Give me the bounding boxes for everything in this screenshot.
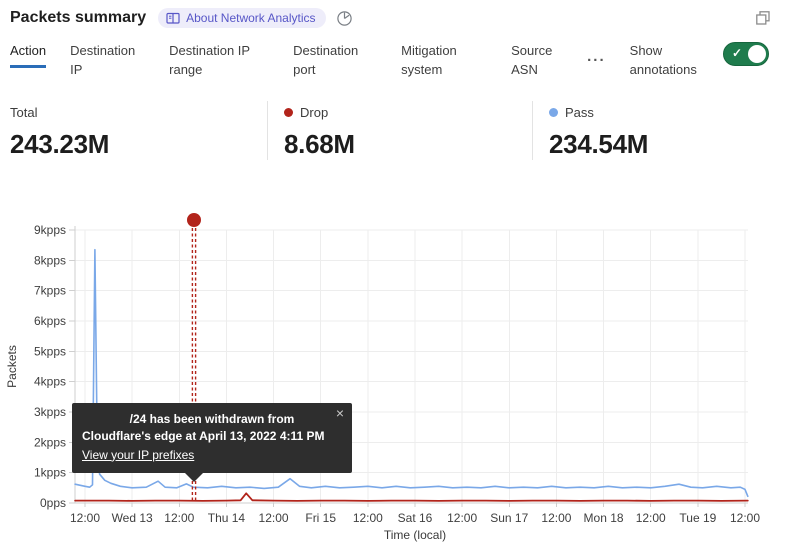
stat-pass: Pass 234.54M	[532, 100, 649, 160]
svg-text:12:00: 12:00	[636, 511, 666, 525]
tab-destination-port[interactable]: Destination port	[293, 43, 359, 77]
annotation-tooltip: /24 has been withdrawn from Cloudflare's…	[72, 403, 352, 483]
svg-text:12:00: 12:00	[164, 511, 194, 525]
panel-header: Packets summary About Network Analytics	[0, 0, 785, 28]
svg-text:Sat 16: Sat 16	[398, 511, 433, 525]
svg-text:Thu 14: Thu 14	[208, 511, 246, 525]
svg-text:1kpps: 1kpps	[34, 466, 66, 480]
svg-text:7kpps: 7kpps	[34, 284, 66, 298]
legend-dot-icon	[284, 107, 293, 117]
about-network-analytics-badge[interactable]: About Network Analytics	[158, 8, 326, 28]
stat-label: Drop	[284, 105, 532, 120]
svg-text:Sun 17: Sun 17	[490, 511, 528, 525]
tab-bar: Action Destination IP Destination IP range…	[10, 42, 785, 83]
toggle-knob	[748, 45, 766, 63]
tab-destination-ip[interactable]: Destination IP	[70, 43, 136, 77]
svg-text:12:00: 12:00	[730, 511, 760, 525]
legend-dot-icon	[549, 107, 558, 117]
tooltip-caret	[184, 472, 204, 483]
more-tabs-button[interactable]: ...	[587, 48, 606, 65]
svg-text:Tue 19: Tue 19	[679, 511, 716, 525]
stat-value: 243.23M	[10, 128, 110, 159]
y-axis-title: Packets	[5, 345, 19, 388]
show-annotations-toggle[interactable]: ✓	[723, 42, 769, 66]
history-icon[interactable]	[336, 10, 353, 27]
page-title: Packets summary	[10, 9, 147, 26]
x-axis-tick-labels: 12:00 Wed 13 12:00 Thu 14 12:00 Fri 15 12:00 Sa…	[70, 511, 760, 525]
summary-stats: Total 243.23M Drop 8.68M Pass 234.54M	[0, 100, 785, 160]
view-ip-prefixes-link[interactable]: View your IP prefixes	[82, 447, 195, 462]
svg-text:12:00: 12:00	[541, 511, 571, 525]
svg-text:0pps: 0pps	[40, 496, 66, 510]
show-annotations-label: Show annotations	[629, 43, 697, 77]
tab-source-asn[interactable]: Source ASN	[511, 43, 553, 77]
svg-text:12:00: 12:00	[353, 511, 383, 525]
tab-action[interactable]: Action	[10, 42, 47, 68]
stat-label: Pass	[549, 105, 648, 120]
stat-label: Total	[10, 104, 38, 120]
annotation-dot-icon[interactable]	[186, 213, 201, 227]
check-icon: ✓	[732, 46, 743, 60]
svg-text:12:00: 12:00	[259, 511, 289, 525]
svg-text:4kpps: 4kpps	[34, 375, 66, 389]
x-axis-title: Time (local)	[384, 528, 446, 542]
svg-text:5kpps: 5kpps	[34, 344, 66, 358]
tab-destination-ip-range[interactable]: Destination IP range	[169, 43, 250, 77]
stat-value: 8.68M	[284, 128, 355, 159]
y-axis-tick-labels: 0pps 1kpps 2kpps 3kpps 4kpps 5kpps 6kpps 7kpps 8…	[34, 223, 66, 510]
svg-text:12:00: 12:00	[70, 511, 100, 525]
svg-text:9kpps: 9kpps	[34, 223, 66, 237]
svg-text:3kpps: 3kpps	[34, 405, 66, 419]
close-icon[interactable]: ×	[335, 405, 344, 421]
dimension-tabs: Action Destination IP Destination IP range…	[10, 42, 563, 83]
svg-text:2kpps: 2kpps	[34, 435, 66, 449]
book-icon	[166, 12, 180, 25]
tooltip-line-1: /24 has been withdrawn from	[129, 412, 295, 426]
tab-mitigation-system[interactable]: Mitigation system	[401, 43, 457, 77]
stat-drop: Drop 8.68M	[267, 100, 532, 160]
drop-series-line	[74, 492, 749, 502]
svg-text:6kpps: 6kpps	[34, 314, 66, 328]
svg-text:Wed 13: Wed 13	[112, 511, 153, 525]
stat-value: 234.54M	[549, 128, 649, 159]
tooltip-line-2: Cloudflare's edge at April 13, 2022 4:11…	[82, 429, 325, 444]
svg-text:Fri 15: Fri 15	[305, 511, 336, 525]
about-badge-label: About Network Analytics	[186, 11, 316, 25]
svg-text:12:00: 12:00	[447, 511, 477, 525]
svg-text:8kpps: 8kpps	[34, 253, 66, 267]
expand-window-icon[interactable]	[755, 10, 771, 31]
stat-total: Total 243.23M	[0, 101, 267, 160]
svg-text:Mon 18: Mon 18	[584, 511, 624, 525]
